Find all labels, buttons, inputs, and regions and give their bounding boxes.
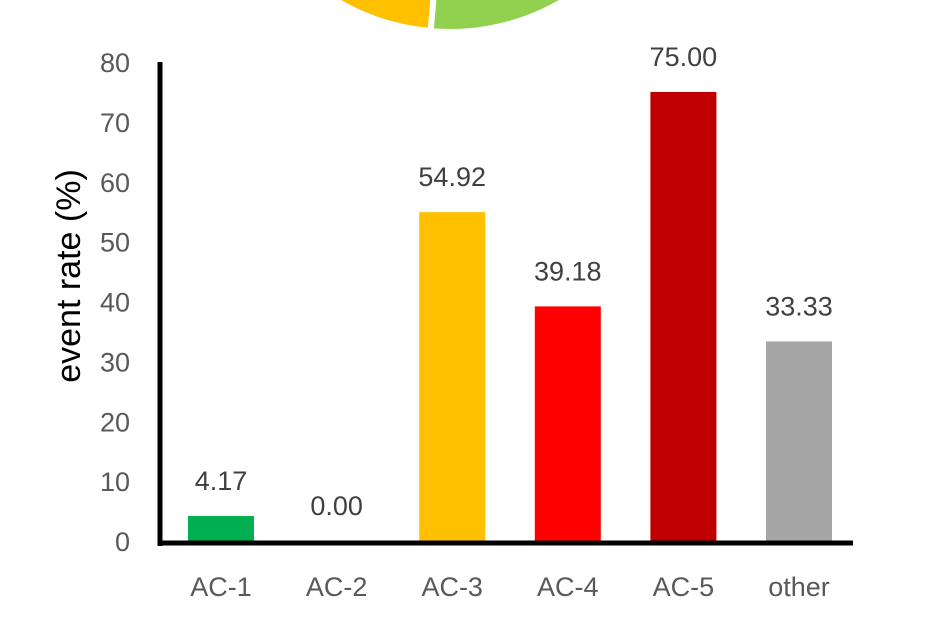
data-label-ac-3: 54.92 [418,162,486,192]
y-tick-label: 10 [100,467,130,497]
y-tick-label: 40 [100,288,130,318]
pie-slice-yellow [329,0,437,35]
data-label-ac-2: 0.00 [310,491,363,521]
data-label-ac-1: 4.17 [195,466,248,496]
bar-other [766,341,832,541]
x-axis-category-labels: AC-1 AC-2 AC-3 AC-4 AC-5 other [190,572,830,602]
y-tick-label: 60 [100,168,130,198]
x-tick-label-ac-3: AC-3 [421,572,483,602]
bars [188,91,832,541]
y-tick-label: 80 [100,48,130,78]
bar-ac-4 [534,306,601,541]
x-tick-label-other: other [768,572,830,602]
bar-ac-3 [419,212,486,541]
y-tick-label: 50 [100,228,130,258]
data-label-ac-4: 39.18 [534,256,602,286]
y-axis-title: event rate (%) [50,169,88,383]
partial-pie-chart [329,0,571,35]
data-label-ac-5: 75.00 [650,42,718,72]
pie-slice-green [427,0,571,35]
y-tick-label: 20 [100,407,130,437]
bar-ac-5 [650,91,717,541]
y-axis-ticks: 0 10 20 30 40 50 60 70 80 [100,48,130,557]
data-labels: 4.17 0.00 54.92 39.18 75.00 33.33 [195,42,833,521]
x-tick-label-ac-2: AC-2 [306,572,368,602]
x-tick-label-ac-5: AC-5 [653,572,715,602]
y-tick-label: 30 [100,347,130,377]
x-tick-label-ac-4: AC-4 [537,572,599,602]
y-tick-label: 0 [115,527,130,557]
x-tick-label-ac-1: AC-1 [190,572,252,602]
bar-ac-1 [188,516,254,541]
data-label-other: 33.33 [765,291,833,321]
y-tick-label: 70 [100,108,130,138]
